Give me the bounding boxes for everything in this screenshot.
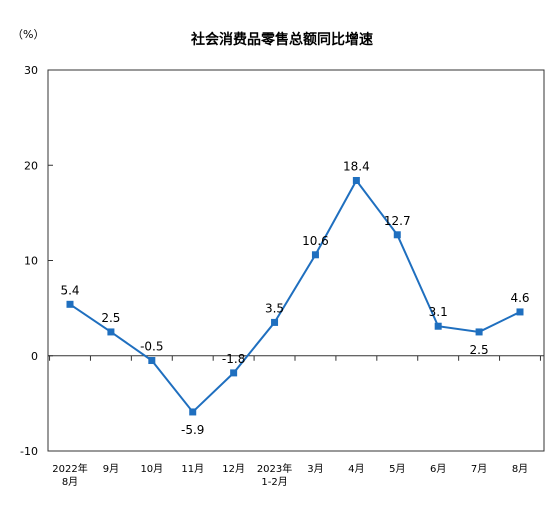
series-line	[69, 178, 521, 414]
data-point	[148, 357, 156, 365]
y-tick-label: -10	[20, 445, 38, 458]
data-point	[107, 328, 115, 336]
x-tick-label: 8月	[512, 463, 528, 475]
x-tick-label: 3月	[307, 463, 323, 475]
x-tick-label: 9月	[103, 463, 119, 475]
x-tick-label: 12月	[222, 463, 245, 475]
y-tick-label: 0	[31, 350, 38, 363]
x-tick-label: 2022年 8月	[52, 462, 87, 488]
data-label: 3.5	[265, 301, 284, 315]
y-tick-label: 10	[24, 255, 38, 268]
x-tick-label: 11月	[181, 463, 204, 475]
chart-title: 社会消费品零售总额同比增速	[190, 31, 373, 48]
data-point	[271, 318, 279, 326]
plot-frame	[47, 69, 545, 452]
x-tick-label: 7月	[471, 463, 487, 475]
data-point	[230, 369, 238, 377]
x-tick-label: 2023年 1-2月	[257, 462, 292, 488]
data-point	[516, 308, 524, 316]
data-label: 18.4	[343, 159, 370, 173]
data-label: 2.5	[101, 311, 120, 325]
data-point	[189, 408, 197, 416]
data-label: 3.1	[429, 305, 448, 319]
x-axis: 2022年 8月 9月 10月 11月 12月 2023年 1-2月 3月 4月 5月 6月 7月 8月	[49, 355, 541, 488]
data-label: 12.7	[384, 214, 411, 228]
data-point	[66, 300, 74, 308]
data-label: 5.4	[60, 283, 79, 297]
data-label: 2.5	[470, 343, 489, 357]
data-label: -5.9	[181, 423, 204, 437]
data-label: -0.5	[140, 340, 163, 354]
y-tick-label: 30	[24, 64, 38, 77]
x-tick-label: 10月	[140, 463, 163, 475]
x-tick-label: 4月	[348, 463, 364, 475]
data-point	[434, 322, 442, 330]
series-markers	[66, 176, 524, 416]
x-tick-label: 5月	[389, 463, 405, 475]
data-point	[352, 176, 360, 184]
y-axis: 30 20 10 0 -10	[20, 64, 53, 458]
y-tick-label: 20	[24, 159, 38, 172]
data-point	[475, 328, 483, 336]
data-labels: 5.4 2.5 -0.5 -5.9 -1.8 3.5 10.6 18.4 12.7 3.1 2.5 4…	[60, 159, 529, 436]
data-point	[393, 231, 401, 239]
data-point	[311, 251, 319, 259]
data-label: 4.6	[510, 291, 529, 305]
data-label: 10.6	[302, 234, 329, 248]
y-unit-label: （%）	[12, 28, 44, 41]
x-tick-label: 6月	[430, 463, 446, 475]
data-label: -1.8	[222, 352, 245, 366]
